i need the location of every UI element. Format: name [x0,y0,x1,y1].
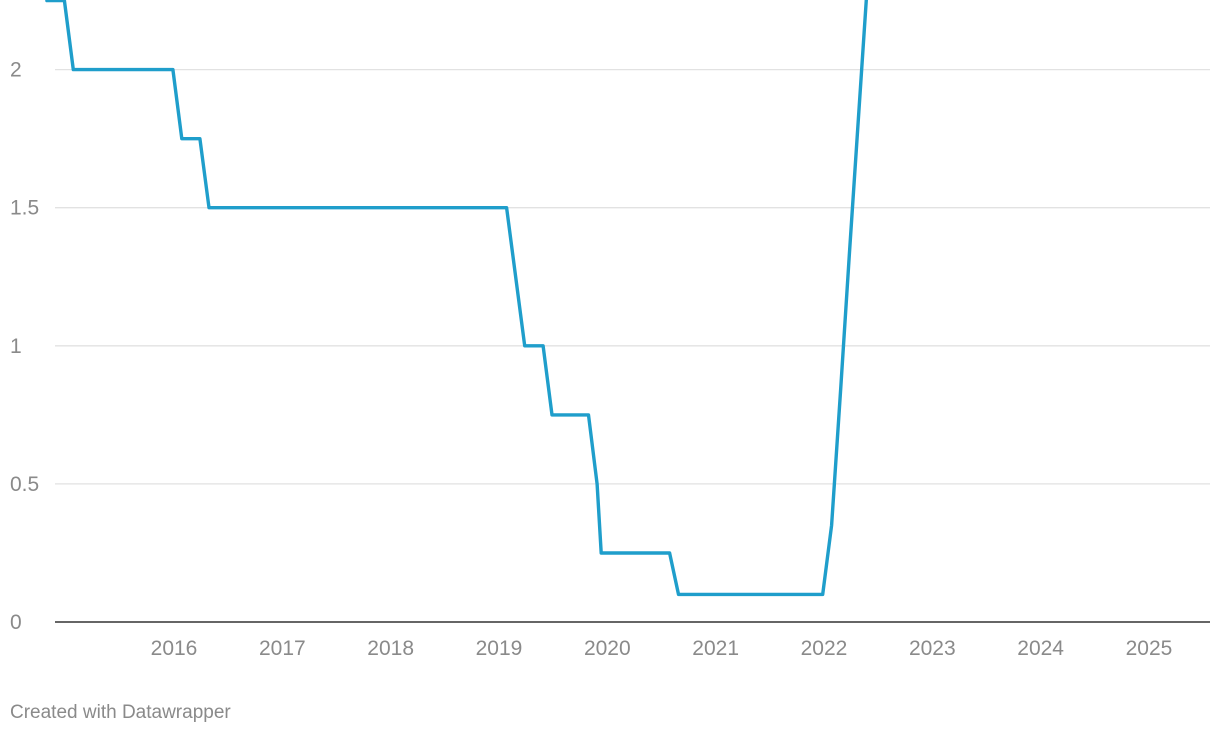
x-tick-label-8: 2024 [1017,637,1064,660]
y-tick-label-1: 0.5 [10,473,39,496]
x-tick-label-6: 2022 [801,637,848,660]
x-tick-label-7: 2023 [909,637,956,660]
y-tick-label-3: 1.5 [10,197,39,220]
x-tick-label-0: 2016 [151,637,198,660]
x-tick-label-3: 2019 [476,637,523,660]
x-tick-label-1: 2017 [259,637,306,660]
series-group [45,0,868,597]
x-tick-label-5: 2021 [692,637,739,660]
x-tick-label-9: 2025 [1126,637,1173,660]
x-axis-ticks: 2016 2017 2018 2019 2020 2021 2022 2023 2024 2025 [151,637,1173,660]
y-tick-label-0: 0 [10,611,22,634]
y-tick-label-4: 2 [10,59,22,82]
series-line-0 [45,0,868,597]
y-tick-label-2: 1 [10,335,22,358]
credit-text: Created with Datawrapper [10,702,231,723]
y-axis-ticks: 00.511.522.533.54% [10,59,39,634]
gridlines [55,68,1210,485]
x-tick-label-4: 2020 [584,637,631,660]
x-tick-label-2: 2018 [367,637,414,660]
